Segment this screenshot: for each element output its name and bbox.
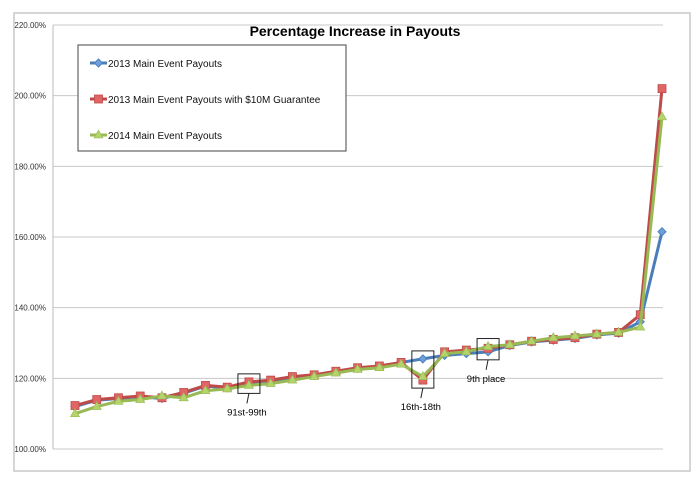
data-point-triangle	[265, 378, 276, 387]
data-point-diamond	[657, 226, 667, 237]
series-line	[74, 88, 664, 407]
data-point-triangle	[613, 326, 624, 336]
legend-label: 2013 Main Event Payouts with $10M Guaran…	[108, 95, 321, 106]
data-point-triangle	[483, 340, 494, 350]
data-point-triangle	[526, 335, 537, 345]
data-point-triangle	[222, 383, 233, 393]
data-point-triangle	[330, 367, 341, 377]
data-point-triangle	[417, 370, 428, 380]
data-point-triangle	[135, 393, 146, 403]
y-tick-label: 180.00%	[14, 162, 46, 171]
y-tick-label: 160.00%	[14, 233, 46, 242]
data-point-square	[94, 94, 103, 104]
data-point-triangle	[91, 400, 102, 410]
annotation-label: 16th-18th	[401, 402, 441, 413]
series-line	[74, 116, 664, 416]
annotation: 9th place	[467, 338, 506, 385]
data-point-triangle	[287, 374, 298, 384]
data-point-square	[657, 84, 667, 93]
data-point-triangle	[591, 328, 602, 338]
data-point-diamond	[93, 58, 104, 68]
legend-label: 2014 Main Event Payouts	[108, 131, 222, 142]
data-point-triangle	[396, 358, 407, 368]
data-point-triangle	[113, 395, 124, 405]
data-point-triangle	[548, 332, 559, 342]
annotation-label: 9th place	[467, 374, 506, 385]
data-point-triangle	[93, 129, 104, 139]
data-point-triangle	[635, 321, 646, 331]
data-point-triangle	[156, 390, 167, 400]
data-point-triangle	[69, 408, 81, 417]
data-point-triangle	[309, 370, 320, 380]
data-point-triangle	[374, 362, 385, 372]
data-point-triangle	[352, 363, 363, 373]
y-tick-label: 220.00%	[14, 21, 46, 30]
data-point-triangle	[178, 392, 189, 402]
y-tick-label: 120.00%	[14, 374, 46, 383]
legend: 2013 Main Event Payouts 2013 Main Event P…	[77, 44, 347, 152]
y-tick-label: 100.00%	[14, 445, 46, 454]
data-point-triangle	[504, 339, 515, 349]
legend-label: 2013 Main Event Payouts	[108, 59, 222, 70]
annotation: 91st-99th	[227, 373, 267, 418]
data-point-triangle	[200, 385, 211, 395]
data-point-triangle	[439, 347, 450, 357]
y-tick-label: 200.00%	[14, 92, 46, 101]
y-tick-label: 140.00%	[14, 304, 46, 313]
data-point-diamond	[418, 354, 428, 364]
legend-item: 2014 Main Event Payouts	[90, 129, 222, 142]
series-3	[69, 111, 668, 417]
data-point-triangle	[243, 379, 254, 389]
legend-item: 2013 Main Event Payouts with $10M Guaran…	[90, 94, 321, 106]
legend-item: 2013 Main Event Payouts	[90, 58, 222, 70]
data-point-triangle	[656, 111, 668, 121]
data-point-triangle	[570, 330, 581, 340]
annotation: 16th-18th	[401, 350, 441, 413]
data-point-triangle	[461, 346, 472, 356]
chart-title: Percentage Increase in Payouts	[250, 23, 461, 39]
annotation-label: 91st-99th	[227, 407, 267, 418]
